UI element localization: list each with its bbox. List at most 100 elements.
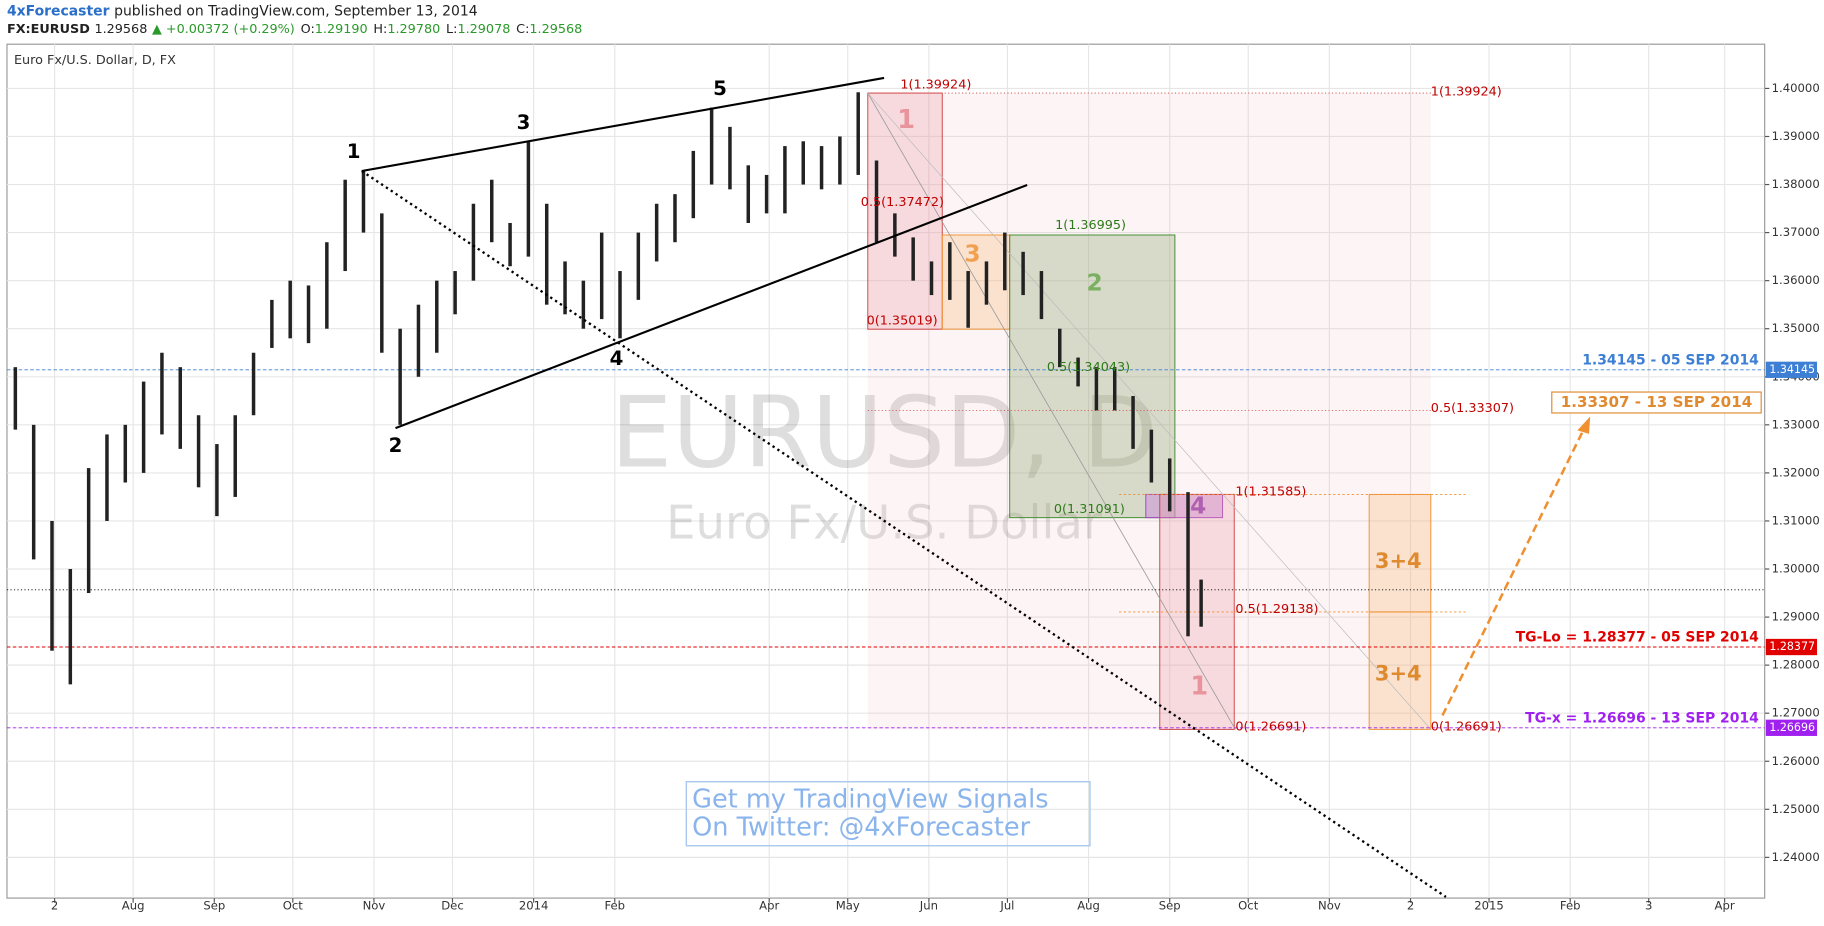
- price-change: ▲ +0.00372 (+0.29%): [152, 22, 295, 37]
- y-tick-label: 1.32000: [1772, 465, 1820, 479]
- annotation: 3+4: [1375, 549, 1422, 573]
- y-tick-label: 1.24000: [1772, 850, 1820, 864]
- promo-text: Get my TradingView Signals: [692, 784, 1048, 814]
- header-line-2: FX:EURUSD 1.29568 ▲ +0.00372 (+0.29%) O: 1.2…: [7, 22, 582, 37]
- annotation: 2: [1087, 269, 1103, 296]
- x-tick-label: Apr: [759, 899, 779, 913]
- fib-box: [1009, 234, 1176, 519]
- x-tick-label: Sep: [203, 899, 225, 913]
- price-bar: [948, 242, 952, 300]
- y-tick-label: 1.25000: [1772, 802, 1820, 816]
- arrow-head: [1577, 416, 1591, 434]
- trend-line: [867, 92, 1236, 730]
- annotation: 1(1.39924): [900, 77, 971, 92]
- x-tick-label: Dec: [441, 899, 463, 913]
- wave-label: 3: [517, 111, 531, 134]
- x-tick-label: 2: [1407, 899, 1414, 913]
- price-bar: [819, 146, 824, 190]
- y-tick-label: 1.28000: [1772, 658, 1820, 672]
- annotation: 0(1.26691): [1431, 720, 1502, 735]
- x-tick-label: 2014: [519, 899, 549, 913]
- author-link[interactable]: 4xForecaster: [7, 4, 110, 20]
- fib-box: [1368, 611, 1432, 730]
- price-bar: [361, 170, 366, 233]
- promo-box: [685, 781, 1091, 847]
- annotation: 1(1.39924): [1431, 84, 1502, 99]
- price-bar: [966, 271, 970, 328]
- y-tick-label: 1.29000: [1772, 610, 1820, 624]
- price-bar: [911, 237, 915, 281]
- x-tick-label: Feb: [1560, 899, 1581, 913]
- symbol: FX:EURUSD: [7, 22, 90, 37]
- price-bar: [1021, 251, 1025, 296]
- y-tick-label: 1.40000: [1772, 81, 1820, 95]
- annotation: 1.33307 - 13 SEP 2014: [1561, 393, 1752, 411]
- annotation: 0(1.26691): [1235, 720, 1306, 735]
- annotation: 1: [1190, 672, 1208, 702]
- published-note: published on TradingView.com, September …: [114, 4, 478, 20]
- x-tick-label: Jun: [919, 899, 938, 913]
- y-tick-label: 1.35000: [1772, 321, 1820, 335]
- price-bar: [50, 520, 54, 651]
- x-tick-label: Sep: [1159, 899, 1181, 913]
- price-bar: [398, 328, 402, 425]
- price-bar: [544, 203, 549, 305]
- price-bar: [1112, 367, 1117, 411]
- level-label: TG-Lo = 1.28377 - 05 SEP 2014: [1516, 630, 1760, 646]
- price-bar: [105, 434, 109, 521]
- y-tick-label: 1.26000: [1772, 754, 1820, 768]
- annotation: 1: [897, 105, 915, 135]
- annotation: 1(1.36995): [1055, 218, 1126, 233]
- price-bar: [416, 304, 421, 377]
- wave-label: 4: [610, 347, 624, 370]
- price-bar: [490, 179, 494, 243]
- x-tick-label: Nov: [1318, 899, 1341, 913]
- price-bar: [801, 141, 805, 185]
- price-bar: [1149, 429, 1154, 483]
- price-bar: [1094, 367, 1099, 411]
- price-bar: [581, 280, 586, 329]
- annotation: 1(1.31585): [1235, 485, 1306, 500]
- price-tag-label: 1.26696: [1769, 721, 1815, 734]
- price-bar: [343, 179, 347, 272]
- wave-label: 1: [347, 140, 361, 163]
- annotation: 0(1.31091): [1054, 502, 1125, 517]
- price-tag: [1765, 638, 1818, 656]
- price-bar: [654, 203, 659, 262]
- ohlc-label: O:: [301, 22, 315, 37]
- price-bar: [1167, 458, 1172, 512]
- ohlc-value: 1.29568: [529, 22, 582, 37]
- trend-line: [867, 92, 1432, 730]
- y-tick-label: 1.38000: [1772, 177, 1820, 191]
- wave-label: 2: [389, 434, 403, 457]
- price-bar: [380, 213, 384, 353]
- price-bar: [306, 285, 311, 344]
- price-bar: [325, 242, 329, 329]
- price-bar: [233, 415, 237, 497]
- y-tick-label: 1.36000: [1772, 273, 1820, 287]
- price-bar: [13, 367, 18, 430]
- price-bar: [673, 194, 677, 243]
- price-bar: [160, 352, 164, 435]
- price-bar: [141, 381, 146, 473]
- x-tick-label: Apr: [1715, 899, 1735, 913]
- price-bar: [1131, 396, 1135, 449]
- promo-text: On Twitter: @4xForecaster: [692, 812, 1030, 842]
- y-tick-label: 1.33000: [1772, 417, 1820, 431]
- annotation: 0.5(1.34043): [1047, 360, 1130, 375]
- header-line-1: 4xForecaster published on TradingView.com…: [7, 4, 478, 20]
- price-bar: [435, 280, 439, 353]
- price-tag-label: 1.28377: [1769, 640, 1815, 653]
- wedge-line: [395, 183, 1028, 430]
- price-bar: [508, 222, 512, 267]
- last-price: 1.29568: [94, 22, 147, 37]
- ohlc-value: 1.29780: [387, 22, 440, 37]
- price-bar: [471, 203, 476, 281]
- level-label: TG-x = 1.26696 - 13 SEP 2014: [1525, 710, 1759, 726]
- price-bar: [178, 367, 183, 449]
- level-label: 1.34145 - 05 SEP 2014: [1582, 353, 1759, 369]
- price-tag: [1765, 719, 1818, 736]
- price-bar: [68, 569, 73, 685]
